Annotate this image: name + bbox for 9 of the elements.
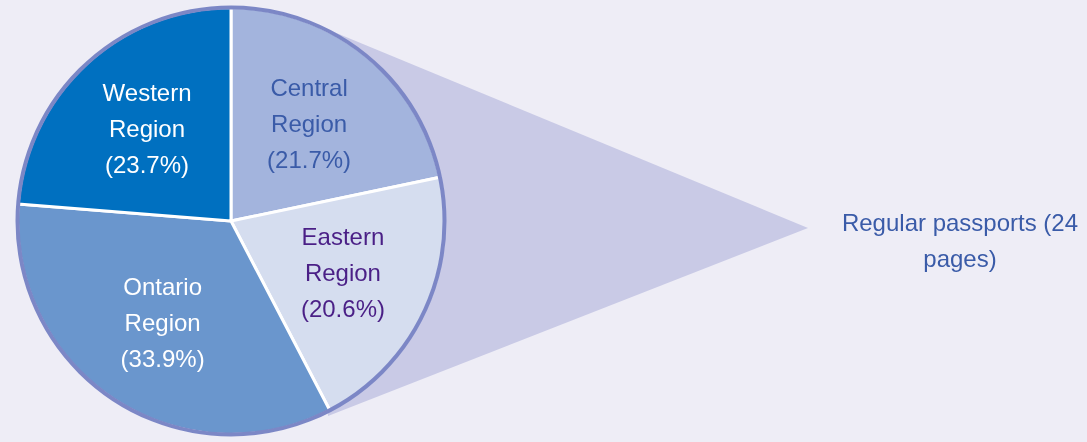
text: Regular passports (24 pages)	[840, 208, 1080, 274]
slice-label: Eastern Region	[301, 222, 385, 286]
data-label: (20.6%)	[300, 294, 385, 322]
slice-label: Central Region	[270, 73, 348, 137]
data-label: (23.7%)	[105, 150, 190, 178]
slice-label: Ontario Region	[123, 272, 202, 336]
data-label: (33.9%)	[120, 344, 205, 372]
slice-label: Western Region	[102, 78, 192, 142]
data-label: (21.7%)	[267, 145, 352, 173]
